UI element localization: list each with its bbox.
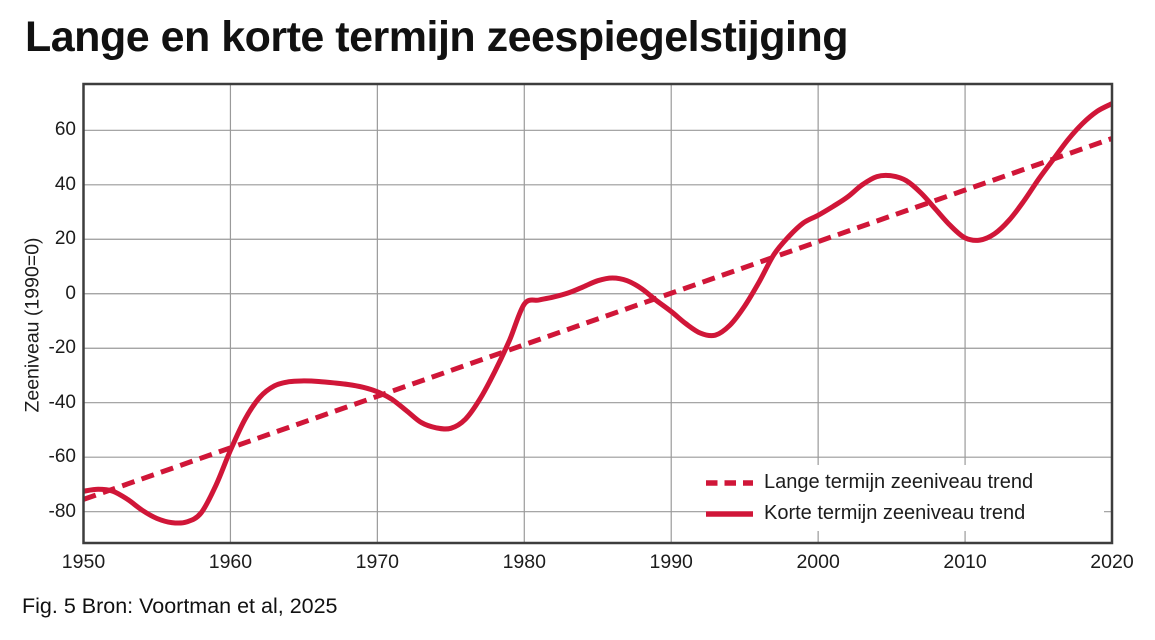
y-tick-label: -60 <box>48 446 76 468</box>
chart-title: Lange en korte termijn zeespiegelstijgin… <box>25 13 848 61</box>
legend-label-korte-termijn: Korte termijn zeeniveau trend <box>764 502 1026 524</box>
x-tick-label: 1960 <box>208 551 253 573</box>
figure-caption: Fig. 5 Bron: Voortman et al, 2025 <box>22 594 338 618</box>
x-tick-label: 1980 <box>502 551 546 573</box>
y-tick-label: 0 <box>65 282 76 304</box>
x-tick-label: 2020 <box>1090 551 1134 573</box>
dashed-line-marker <box>706 479 753 486</box>
short-term-trend-line <box>83 101 1114 526</box>
y-tick-label: -40 <box>48 391 76 413</box>
y-axis-label: Zeeniveau (1990=0) <box>21 237 44 413</box>
y-tick-label: 20 <box>54 228 76 250</box>
y-tick-label: 40 <box>54 173 76 195</box>
x-tick-label: 2010 <box>943 551 987 573</box>
long-term-trend-line <box>82 136 1113 502</box>
legend-item-lange-termijn: Lange termijn zeeniveau trend <box>706 469 1104 497</box>
legend-item-korte-termijn: Korte termijn zeeniveau trend <box>706 500 1104 528</box>
y-tick-label: 60 <box>54 119 76 141</box>
solid-line-marker <box>706 510 753 517</box>
y-tick-label: -80 <box>48 500 76 522</box>
x-tick-label: 1990 <box>649 551 693 573</box>
legend-label-lange-termijn: Lange termijn zeeniveau trend <box>764 471 1034 493</box>
y-tick-label: -20 <box>48 337 76 359</box>
plot-border <box>82 82 1114 545</box>
x-tick-label: 2000 <box>796 551 840 573</box>
x-tick-label: 1970 <box>355 551 400 573</box>
legend: Lange termijn zeeniveau trend Korte term… <box>706 465 1104 531</box>
x-tick-label: 1950 <box>61 551 106 573</box>
